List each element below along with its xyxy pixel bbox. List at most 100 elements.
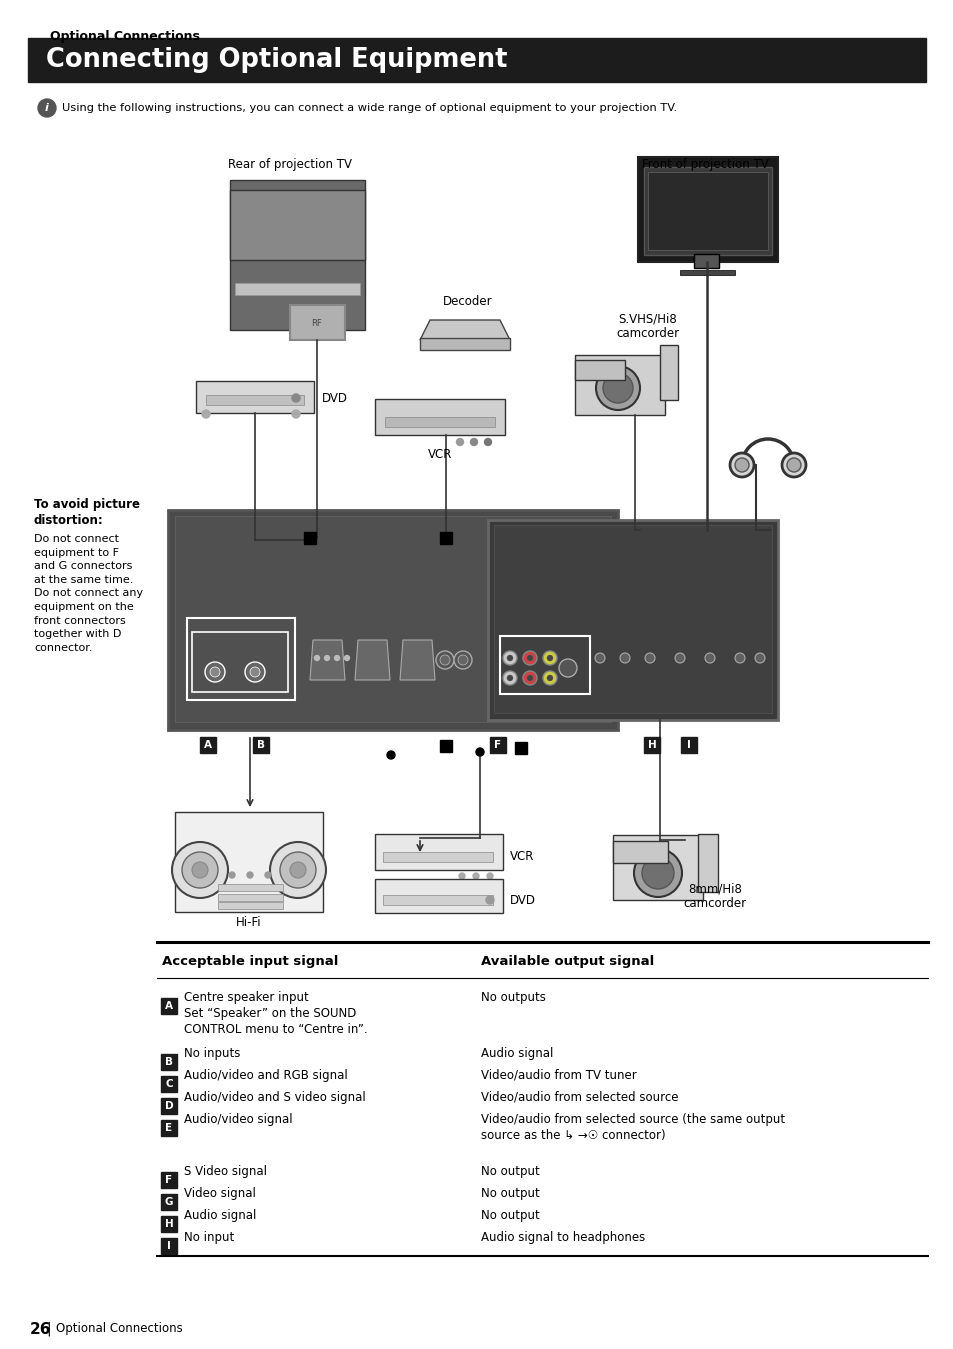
Bar bbox=[698, 834, 718, 892]
Text: E: E bbox=[165, 1122, 172, 1133]
Circle shape bbox=[38, 98, 56, 117]
Text: Do not connect
equipment to F
and G connectors
at the same time.
Do not connect : Do not connect equipment to F and G conn… bbox=[34, 534, 143, 653]
Bar bbox=[234, 283, 359, 295]
Circle shape bbox=[644, 653, 655, 662]
Bar bbox=[290, 305, 345, 340]
Text: No inputs: No inputs bbox=[184, 1047, 240, 1060]
Text: Hi-Fi: Hi-Fi bbox=[236, 916, 261, 929]
Bar bbox=[187, 618, 294, 700]
Bar bbox=[647, 173, 767, 250]
Text: A: A bbox=[204, 741, 212, 750]
Circle shape bbox=[265, 871, 271, 878]
Bar bbox=[168, 510, 618, 730]
Bar bbox=[638, 156, 778, 262]
Circle shape bbox=[704, 653, 714, 662]
Text: S Video signal: S Video signal bbox=[184, 1166, 267, 1178]
Circle shape bbox=[522, 652, 537, 665]
Text: Front of projection TV: Front of projection TV bbox=[641, 158, 767, 171]
Bar bbox=[419, 339, 510, 349]
Text: VCR: VCR bbox=[427, 448, 452, 461]
Circle shape bbox=[192, 862, 208, 878]
Polygon shape bbox=[355, 639, 390, 680]
Circle shape bbox=[619, 653, 629, 662]
Bar bbox=[490, 737, 505, 753]
Bar bbox=[643, 167, 771, 255]
Circle shape bbox=[485, 896, 494, 904]
Text: |: | bbox=[46, 1322, 51, 1337]
Text: Available output signal: Available output signal bbox=[480, 955, 654, 969]
Bar bbox=[613, 835, 702, 900]
Text: I: I bbox=[167, 1241, 171, 1251]
Bar bbox=[218, 884, 283, 890]
Text: D: D bbox=[165, 1101, 173, 1112]
Bar bbox=[304, 532, 315, 544]
Circle shape bbox=[458, 873, 464, 880]
Text: Video/audio from TV tuner: Video/audio from TV tuner bbox=[480, 1068, 636, 1082]
Text: H: H bbox=[647, 741, 656, 750]
Bar bbox=[375, 399, 504, 434]
Bar bbox=[161, 1120, 177, 1136]
Text: Video/audio from selected source (the same output
source as the ↳ →☉ connector): Video/audio from selected source (the sa… bbox=[480, 1113, 784, 1143]
Bar bbox=[161, 998, 177, 1014]
Bar bbox=[230, 179, 365, 331]
Circle shape bbox=[314, 656, 319, 661]
Bar bbox=[499, 635, 589, 693]
Bar bbox=[385, 417, 495, 428]
Text: No output: No output bbox=[480, 1209, 539, 1222]
Circle shape bbox=[436, 652, 454, 669]
Circle shape bbox=[596, 366, 639, 410]
Circle shape bbox=[280, 853, 315, 888]
Bar bbox=[680, 737, 697, 753]
Circle shape bbox=[781, 453, 805, 478]
Circle shape bbox=[522, 670, 537, 685]
Text: A: A bbox=[165, 1001, 172, 1010]
Bar bbox=[575, 360, 624, 380]
Bar bbox=[200, 737, 215, 753]
Bar bbox=[161, 1215, 177, 1232]
Text: No input: No input bbox=[184, 1232, 234, 1244]
Circle shape bbox=[229, 871, 234, 878]
Bar bbox=[161, 1098, 177, 1114]
Text: No output: No output bbox=[480, 1166, 539, 1178]
Circle shape bbox=[729, 453, 753, 478]
Text: DVD: DVD bbox=[510, 893, 536, 907]
Bar bbox=[174, 812, 323, 912]
Bar bbox=[382, 894, 493, 905]
Circle shape bbox=[542, 652, 557, 665]
Bar bbox=[230, 190, 365, 260]
Bar bbox=[375, 880, 502, 913]
Text: No outputs: No outputs bbox=[480, 992, 545, 1004]
Circle shape bbox=[484, 438, 491, 445]
Circle shape bbox=[546, 674, 553, 681]
Text: G: G bbox=[165, 1197, 173, 1207]
Circle shape bbox=[542, 670, 557, 685]
Bar bbox=[613, 840, 667, 863]
Circle shape bbox=[456, 438, 463, 445]
Circle shape bbox=[526, 674, 533, 681]
Circle shape bbox=[292, 410, 299, 418]
Text: Video/audio from selected source: Video/audio from selected source bbox=[480, 1091, 678, 1103]
Text: 8mm/Hi8
camcorder: 8mm/Hi8 camcorder bbox=[682, 882, 746, 911]
Text: Connecting Optional Equipment: Connecting Optional Equipment bbox=[46, 47, 507, 73]
Bar bbox=[515, 742, 526, 754]
Circle shape bbox=[457, 656, 468, 665]
Circle shape bbox=[439, 656, 450, 665]
Text: B: B bbox=[256, 741, 265, 750]
Polygon shape bbox=[419, 320, 510, 340]
Circle shape bbox=[558, 660, 577, 677]
Bar bbox=[218, 894, 283, 901]
Polygon shape bbox=[679, 270, 734, 275]
Text: Audio signal: Audio signal bbox=[480, 1047, 553, 1060]
Circle shape bbox=[210, 666, 220, 677]
Circle shape bbox=[602, 374, 633, 403]
Polygon shape bbox=[310, 639, 345, 680]
Bar bbox=[659, 345, 678, 401]
Text: Audio/video signal: Audio/video signal bbox=[184, 1113, 293, 1126]
Circle shape bbox=[182, 853, 218, 888]
Bar bbox=[28, 38, 925, 82]
Circle shape bbox=[172, 842, 228, 898]
Bar bbox=[206, 395, 304, 405]
Circle shape bbox=[486, 873, 493, 880]
Circle shape bbox=[245, 662, 265, 683]
Circle shape bbox=[344, 656, 349, 661]
